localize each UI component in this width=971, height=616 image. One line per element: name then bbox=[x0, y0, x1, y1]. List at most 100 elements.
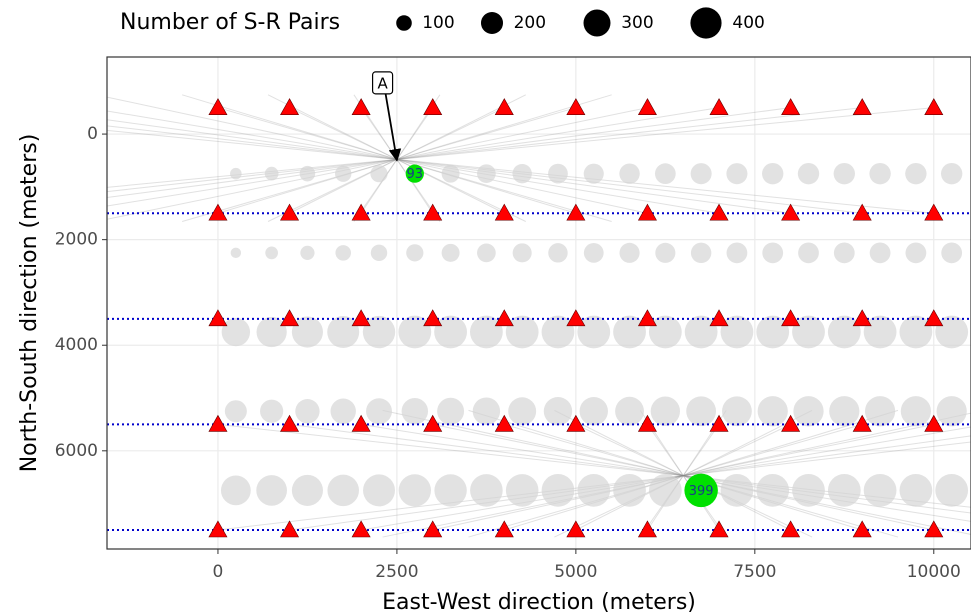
bin-bubble bbox=[230, 167, 242, 180]
station-marker bbox=[637, 414, 657, 432]
station-marker bbox=[351, 414, 371, 432]
x-axis-label: East-West direction (meters) bbox=[382, 590, 696, 615]
station-marker bbox=[781, 520, 801, 538]
bin-bubble bbox=[613, 474, 646, 507]
bin-bubble bbox=[756, 315, 790, 349]
station-marker bbox=[709, 309, 729, 327]
bin-bubble bbox=[335, 165, 352, 182]
station-marker bbox=[280, 98, 300, 115]
station-marker bbox=[637, 309, 657, 327]
ray-path bbox=[361, 423, 971, 522]
station-marker bbox=[852, 414, 872, 432]
ray-path bbox=[432, 412, 971, 531]
bin-bubble bbox=[299, 165, 316, 182]
bin-bubble bbox=[684, 315, 718, 349]
bin-bubble bbox=[686, 396, 717, 427]
ray-path bbox=[639, 424, 720, 538]
plot-area: 93 399 A bbox=[107, 57, 971, 549]
bin-bubble bbox=[613, 315, 646, 349]
bin-bubble bbox=[619, 163, 640, 184]
ray-path bbox=[107, 96, 648, 214]
bin-bubble bbox=[792, 315, 825, 349]
bin-bubble bbox=[437, 397, 465, 425]
bin-bubble bbox=[505, 474, 539, 507]
y-tick-label: 0 bbox=[87, 124, 98, 144]
station-marker bbox=[924, 98, 944, 115]
x-tick-label: 5000 bbox=[554, 562, 597, 582]
bin-bubble bbox=[833, 242, 855, 264]
bin-bubble bbox=[762, 242, 784, 264]
bin-bubble bbox=[505, 315, 539, 349]
station-marker bbox=[924, 520, 944, 538]
station-marker bbox=[494, 98, 514, 115]
station-marker bbox=[208, 98, 228, 115]
station-marker bbox=[423, 98, 443, 115]
bin-bubble bbox=[899, 474, 933, 507]
bin-bubble bbox=[406, 244, 424, 262]
bin-bubble bbox=[577, 474, 611, 507]
bin-bubble bbox=[472, 397, 501, 425]
bin-bubble bbox=[363, 474, 395, 507]
station-marker bbox=[423, 309, 443, 327]
legend-label: 100 bbox=[422, 13, 454, 33]
bin-bubble bbox=[798, 242, 819, 264]
ray-path bbox=[107, 107, 863, 193]
bin-bubble bbox=[300, 245, 315, 260]
ray-path bbox=[107, 119, 791, 214]
station-marker bbox=[637, 98, 657, 115]
bin-bubble bbox=[648, 474, 682, 507]
ray-path bbox=[353, 107, 434, 222]
station-marker bbox=[280, 203, 300, 221]
bin-bubble bbox=[726, 163, 748, 185]
x-tick-label: 7500 bbox=[733, 562, 776, 582]
station-marker bbox=[208, 309, 228, 327]
bin-bubble bbox=[434, 474, 467, 507]
bin-bubble bbox=[401, 397, 429, 425]
station-marker bbox=[208, 414, 228, 432]
ray-path bbox=[107, 110, 720, 214]
bin-bubble bbox=[512, 163, 532, 184]
highlight-bubble bbox=[684, 473, 718, 508]
bin-bubble bbox=[221, 317, 251, 347]
ray-path bbox=[468, 409, 863, 531]
bin-bubble bbox=[722, 396, 752, 427]
bin-bubble bbox=[541, 474, 575, 507]
bin-bubble bbox=[797, 162, 820, 185]
station-marker bbox=[566, 520, 586, 538]
ray-path bbox=[107, 107, 648, 220]
x-tick-label: 2500 bbox=[375, 562, 418, 582]
bin-bubble bbox=[260, 399, 284, 423]
bin-bubble bbox=[256, 316, 287, 348]
bin-bubble bbox=[470, 474, 503, 507]
ray-path bbox=[289, 107, 526, 222]
y-tick-label: 4000 bbox=[55, 335, 98, 355]
station-marker bbox=[494, 414, 514, 432]
bin-bubble bbox=[335, 245, 352, 261]
station-marker bbox=[494, 203, 514, 221]
station-marker bbox=[852, 520, 872, 538]
bin-bubble bbox=[366, 398, 392, 425]
bin-bubble bbox=[935, 315, 969, 349]
legend-label: 300 bbox=[621, 13, 653, 33]
legend-label: 400 bbox=[732, 13, 764, 33]
station-marker bbox=[924, 414, 944, 432]
legend-key bbox=[690, 7, 722, 39]
station-marker bbox=[566, 203, 586, 221]
bin-bubble bbox=[291, 316, 323, 348]
station-marker bbox=[208, 203, 228, 221]
bin-bubble bbox=[941, 242, 963, 264]
bin-bubble bbox=[690, 163, 712, 185]
bin-bubble bbox=[869, 162, 891, 185]
ray-path bbox=[217, 94, 612, 214]
ray-path bbox=[267, 107, 505, 222]
ray-path bbox=[382, 409, 934, 531]
station-marker bbox=[709, 520, 729, 538]
bin-bubble bbox=[512, 243, 532, 263]
station-marker bbox=[423, 414, 443, 432]
station-marker bbox=[351, 520, 371, 538]
ray-path bbox=[267, 94, 505, 214]
station-marker bbox=[924, 309, 944, 327]
bin-bubble bbox=[577, 315, 611, 349]
bin-bubble bbox=[441, 243, 460, 262]
legend-key bbox=[396, 15, 412, 31]
